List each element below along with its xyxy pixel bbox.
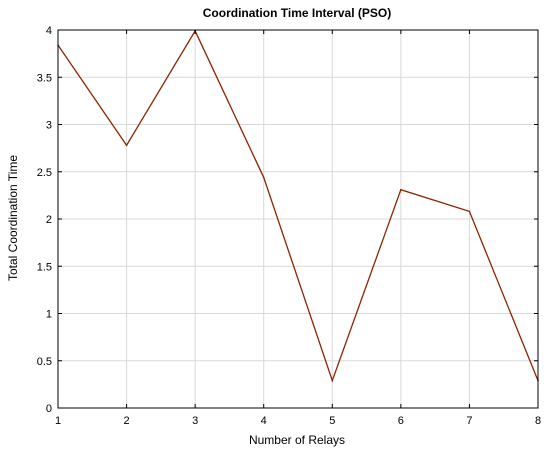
data-point: [262, 176, 265, 179]
data-point: [400, 188, 402, 191]
x-tick-label: 5: [329, 415, 335, 427]
x-tick-label: 7: [466, 415, 472, 427]
data-point: [331, 379, 334, 382]
y-tick-label: 0: [46, 403, 52, 415]
y-tick-label: 1: [46, 309, 52, 321]
data-point: [468, 210, 471, 213]
data-point: [125, 144, 128, 147]
x-tick-label: 6: [398, 415, 404, 427]
y-tick-label: 1.5: [37, 261, 52, 273]
chart-title: Coordination Time Interval (PSO): [203, 6, 391, 20]
y-tick-label: 2.5: [37, 167, 52, 179]
x-axis-ticks: 1 2 3 4 5 6 7 8: [55, 30, 541, 427]
y-axis-ticks: 0 0.5 1 1.5 2 2.5 3 3.5 4: [37, 25, 538, 415]
grid: [57, 29, 539, 409]
y-tick-label: 4: [46, 25, 52, 37]
x-axis-label: Number of Relays: [249, 433, 345, 447]
x-tick-label: 3: [192, 415, 198, 427]
y-tick-label: 2: [46, 214, 52, 226]
y-tick-label: 3: [46, 120, 52, 132]
x-tick-label: 8: [535, 415, 541, 427]
x-tick-label: 1: [55, 415, 61, 427]
y-tick-label: 3.5: [37, 72, 52, 84]
series-line-0: [57, 29, 539, 383]
series-layer: [57, 29, 539, 383]
x-tick-label: 2: [124, 415, 130, 427]
x-tick-label: 4: [261, 415, 267, 427]
y-axis-label: Total Coordination Time: [6, 155, 20, 281]
y-tick-label: 0.5: [37, 356, 52, 368]
